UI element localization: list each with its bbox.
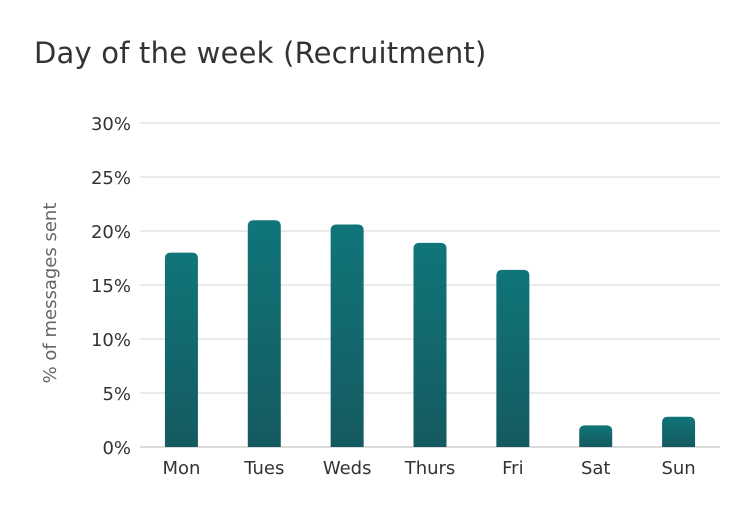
bars (164, 220, 696, 447)
bar-tues (247, 220, 281, 447)
y-axis-label: % of messages sent (40, 203, 61, 384)
x-tick-labels: Mon Tues Weds Thurs Fri Sat Sun (162, 458, 695, 479)
y-tick-label: 30% (91, 114, 131, 135)
bar-fri (496, 269, 530, 447)
y-tick-label: 0% (102, 438, 131, 459)
bar-sat (579, 425, 613, 447)
y-tick-label: 15% (91, 276, 131, 297)
bar-thurs (413, 242, 447, 447)
y-tick-label: 5% (102, 384, 131, 405)
x-tick-label: Mon (162, 458, 200, 479)
x-tick-label: Fri (502, 458, 523, 479)
y-tick-label: 10% (91, 330, 131, 351)
x-tick-label: Tues (243, 458, 284, 479)
y-tick-labels: 0% 5% 10% 15% 20% 25% 30% (91, 114, 131, 459)
x-tick-label: Sat (581, 458, 611, 479)
x-tick-label: Sun (661, 458, 695, 479)
bar-sun (662, 416, 696, 447)
chart-title: Day of the week (Recruitment) (34, 36, 487, 70)
y-tick-label: 20% (91, 222, 131, 243)
bar-weds (330, 224, 364, 447)
x-tick-label: Thurs (404, 458, 456, 479)
y-tick-label: 25% (91, 168, 131, 189)
x-tick-label: Weds (323, 458, 372, 479)
bar-mon (164, 252, 198, 447)
